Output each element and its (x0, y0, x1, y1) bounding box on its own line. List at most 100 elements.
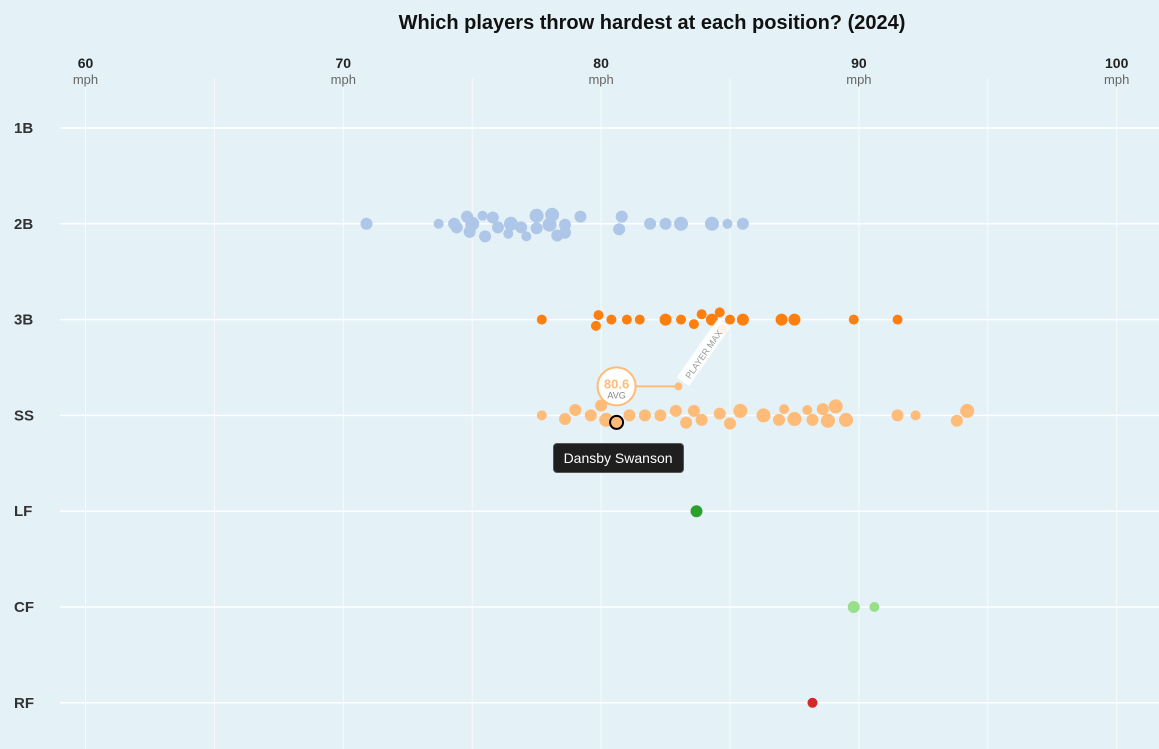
data-point-2b (486, 211, 499, 224)
data-point-ss (680, 416, 693, 429)
data-point-ss (787, 412, 802, 426)
data-point-3b (736, 313, 749, 326)
y-category-label: 3B (14, 312, 33, 329)
data-point-3b (590, 320, 601, 331)
data-point-2b (530, 222, 543, 235)
data-point-ss (806, 413, 819, 426)
data-point-3b (775, 313, 788, 326)
data-point-2b (521, 231, 532, 242)
data-point-ss (910, 410, 921, 421)
data-point-3b (634, 314, 645, 325)
x-tick-label: 60 (78, 55, 94, 71)
data-point-3b (725, 314, 735, 325)
highlighted-player-point (609, 414, 625, 430)
data-point-rf (807, 697, 818, 708)
data-point-ss (536, 410, 547, 421)
data-point-cf (869, 602, 880, 612)
data-point-2b (503, 228, 514, 239)
data-point-ss (960, 403, 975, 418)
y-category-label: LF (14, 503, 32, 520)
data-point-2b (722, 218, 733, 229)
data-point-cf (847, 601, 860, 613)
data-point-2b (515, 221, 528, 234)
data-point-ss (638, 409, 651, 422)
data-point-ss (669, 404, 682, 417)
data-point-ss (654, 409, 667, 422)
y-axis: 1B 2B 3B SS LF CF RF (14, 120, 34, 712)
data-point-3b (688, 319, 699, 330)
data-point-2b (559, 226, 572, 239)
data-point-ss (802, 405, 813, 415)
avg-label: AVG (607, 390, 625, 400)
data-point-2b (503, 216, 518, 231)
data-point-2b (674, 216, 689, 231)
data-point-ss (779, 404, 790, 415)
data-point-3b (892, 314, 903, 325)
data-point-2b (529, 208, 544, 223)
data-point-ss (950, 414, 963, 427)
data-point-ss (584, 409, 597, 422)
chart-title: Which players throw hardest at each posi… (399, 12, 906, 34)
data-point-ss (756, 408, 771, 423)
data-point-2b (545, 207, 560, 222)
data-point-2b (360, 217, 373, 230)
data-point-3b (714, 307, 725, 318)
data-point-3b (676, 314, 687, 325)
data-point-2b (491, 221, 504, 234)
data-point-ss (772, 413, 785, 426)
data-point-3b (705, 313, 718, 326)
avg-bubble (596, 366, 637, 407)
data-point-2b (659, 217, 672, 230)
player-max-label-bg (677, 319, 730, 386)
y-category-label: CF (14, 599, 34, 616)
x-tick-unit: mph (331, 72, 356, 87)
y-category-label: 1B (14, 120, 33, 137)
y-category-label: 2B (14, 216, 33, 233)
data-point-2b (477, 210, 488, 221)
x-tick-unit: mph (846, 72, 871, 87)
data-point-3b (606, 314, 617, 325)
data-point-3b (659, 313, 672, 326)
data-point-ss (724, 417, 736, 430)
data-point-3b (848, 314, 859, 325)
data-point-ss (623, 409, 636, 422)
y-category-label: RF (14, 695, 34, 712)
data-point-ss (695, 413, 708, 426)
data-point-3b (593, 310, 604, 321)
data-point-3b (788, 313, 801, 326)
data-point-ss (828, 399, 843, 414)
x-tick-label: 70 (336, 55, 352, 71)
data-point-2b (704, 216, 719, 231)
data-point-lf (690, 505, 703, 518)
data-point-2b (615, 210, 628, 223)
data-point-2b (574, 210, 587, 223)
data-point-ss (713, 407, 726, 420)
data-point-ss (816, 403, 829, 416)
data-point-3b (696, 309, 707, 320)
data-point-3b (621, 314, 632, 325)
player-tooltip: Dansby Swanson (552, 443, 684, 474)
data-point-ss (820, 413, 835, 428)
data-point-ss (733, 403, 748, 418)
data-point-2b (479, 230, 492, 243)
data-point-3b (536, 314, 547, 325)
x-tick-label: 80 (593, 55, 609, 71)
data-point-2b (433, 218, 444, 229)
data-points (360, 207, 975, 708)
data-point-ss (891, 409, 904, 422)
data-point-2b (613, 223, 626, 236)
y-category-label: SS (14, 407, 34, 424)
avg-value: 80.6 (604, 376, 629, 391)
x-tick-unit: mph (73, 72, 98, 87)
data-point-2b (736, 217, 749, 230)
data-point-2b (463, 225, 476, 238)
data-point-ss (687, 404, 700, 417)
x-tick-unit: mph (1104, 72, 1129, 87)
data-point-2b (644, 217, 657, 230)
data-point-ss (569, 404, 582, 416)
player-max-point (674, 382, 683, 391)
x-tick-label: 100 (1105, 55, 1129, 71)
